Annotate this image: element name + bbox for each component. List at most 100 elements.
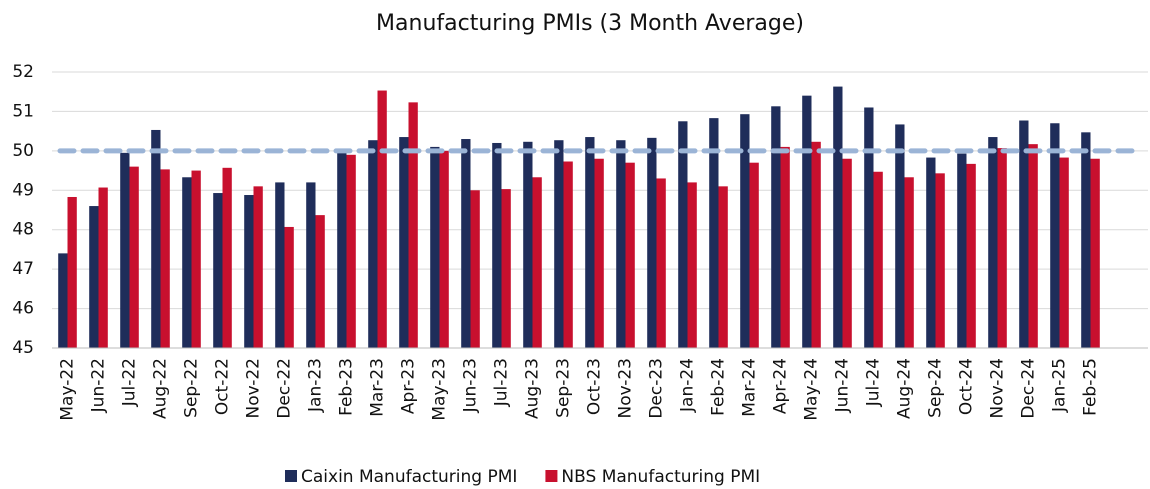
x-tick-label: Apr-23 — [399, 358, 419, 414]
legend-swatch — [285, 470, 297, 482]
x-tick-label: Jan-25 — [1050, 358, 1070, 413]
bar — [740, 114, 750, 348]
x-tick-label: Sep-23 — [554, 358, 574, 418]
bar — [926, 157, 936, 348]
x-tick-label: Feb-24 — [709, 358, 729, 416]
bar — [935, 173, 945, 348]
bar — [532, 177, 542, 348]
bar — [1090, 158, 1100, 348]
x-tick-label: Mar-23 — [368, 358, 388, 417]
bar — [492, 142, 502, 348]
x-tick-label: Sep-22 — [182, 358, 202, 418]
x-tick-label: Dec-24 — [1019, 358, 1039, 419]
bar — [771, 106, 781, 348]
x-tick-label: Jun-22 — [89, 358, 109, 413]
bar — [377, 90, 387, 348]
bar — [802, 95, 812, 349]
bar — [718, 186, 728, 348]
x-tick-label: Jul-24 — [864, 358, 884, 407]
x-tick-label: May-23 — [430, 358, 450, 421]
x-tick-label: Sep-24 — [926, 358, 946, 418]
bar — [430, 146, 440, 348]
y-tick-label: 46 — [12, 299, 34, 319]
bar — [1028, 144, 1038, 348]
bar — [399, 137, 409, 348]
x-tick-label: Oct-24 — [957, 358, 977, 415]
bar — [585, 137, 595, 348]
x-tick-label: Aug-22 — [151, 358, 171, 419]
x-tick-label: Aug-23 — [523, 358, 543, 419]
bar — [904, 177, 914, 348]
chart-title: Manufacturing PMIs (3 Month Average) — [376, 11, 804, 36]
bar — [306, 182, 316, 348]
y-tick-label: 50 — [12, 141, 34, 161]
x-tick-label: Dec-22 — [275, 358, 295, 419]
legend-label: NBS Manufacturing PMI — [561, 467, 760, 487]
bar — [966, 163, 976, 348]
bar — [275, 182, 285, 348]
bar — [895, 124, 905, 348]
bar — [120, 152, 130, 348]
bar — [780, 146, 790, 348]
y-tick-label: 48 — [12, 220, 34, 240]
bar — [833, 86, 843, 349]
bar — [997, 148, 1007, 348]
y-tick-label: 45 — [12, 338, 34, 358]
bar — [253, 186, 263, 348]
x-tick-label: Aug-24 — [895, 358, 915, 419]
bar — [244, 195, 254, 348]
y-tick-label: 47 — [12, 259, 34, 279]
bar — [284, 226, 294, 348]
x-tick-label: Jun-24 — [833, 358, 853, 413]
x-tick-label: Jun-23 — [461, 358, 481, 413]
bar — [222, 167, 232, 348]
bar — [1059, 157, 1069, 348]
bar — [191, 170, 201, 348]
bar — [213, 193, 223, 348]
bar — [58, 253, 68, 348]
x-tick-label: Oct-23 — [585, 358, 605, 415]
bar — [368, 140, 378, 348]
bar — [461, 139, 471, 348]
x-tick-label: Oct-22 — [213, 358, 233, 415]
bar — [67, 196, 77, 348]
bar — [616, 140, 626, 348]
legend-swatch — [545, 470, 558, 482]
bar — [439, 150, 449, 348]
x-tick-label: Nov-24 — [988, 358, 1008, 419]
y-tick-label: 49 — [12, 180, 34, 200]
bar — [1081, 132, 1091, 348]
x-tick-label: Jan-24 — [678, 358, 698, 413]
bar — [873, 171, 883, 348]
bar — [988, 137, 998, 348]
x-tick-label: Nov-23 — [616, 358, 636, 419]
bar — [523, 141, 533, 348]
bar — [501, 189, 511, 348]
bar — [129, 166, 139, 348]
bar — [151, 129, 161, 348]
bar — [864, 107, 874, 348]
bar — [656, 178, 666, 348]
bar — [408, 102, 418, 348]
bar — [647, 137, 657, 348]
bar — [709, 118, 719, 348]
x-tick-label: Jul-22 — [120, 358, 140, 407]
y-tick-label: 51 — [12, 101, 34, 121]
x-tick-label: Nov-22 — [244, 358, 264, 419]
bar — [554, 140, 564, 348]
bar — [678, 121, 688, 349]
x-tick-label: May-22 — [58, 358, 78, 421]
x-tick-label: Feb-25 — [1081, 358, 1101, 416]
bar — [337, 152, 347, 348]
bar — [470, 190, 480, 348]
x-tick-label: Mar-24 — [740, 358, 760, 417]
x-tick-label: Jan-23 — [306, 358, 326, 413]
bar — [160, 169, 170, 348]
bar — [957, 153, 967, 348]
y-tick-label: 52 — [12, 62, 34, 82]
legend-label: Caixin Manufacturing PMI — [301, 467, 517, 487]
bar — [346, 154, 356, 348]
bar — [749, 162, 759, 348]
x-tick-label: Jul-23 — [492, 358, 512, 407]
